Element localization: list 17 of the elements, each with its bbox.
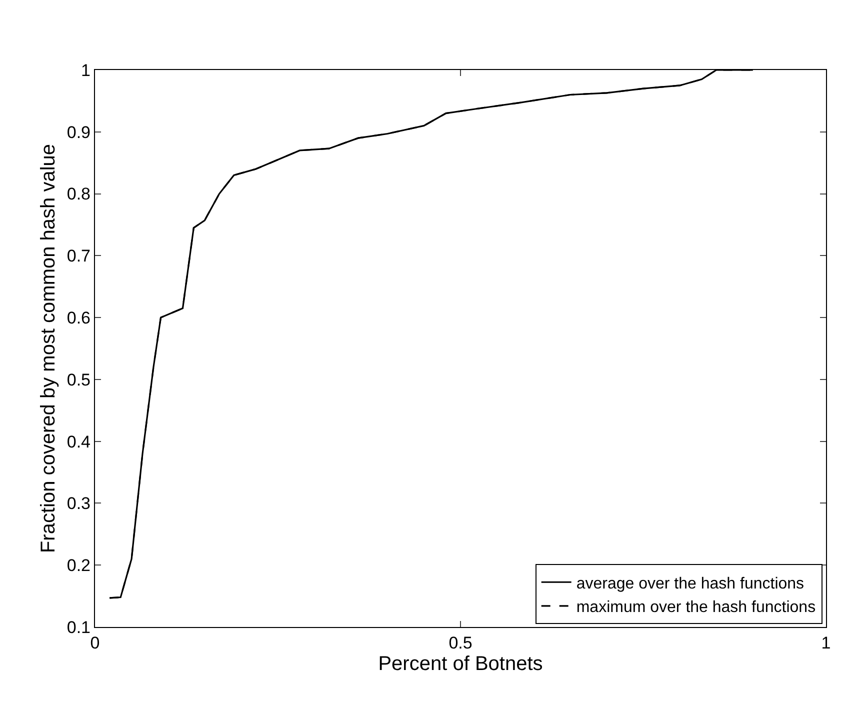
- y-tick-label: 0.7: [66, 246, 90, 266]
- y-tick-label: 0.1: [66, 618, 90, 637]
- x-axis-title: Percent of Botnets: [378, 653, 543, 675]
- legend-label: average over the hash functions: [576, 575, 804, 592]
- y-tick-label: 0.6: [66, 308, 90, 328]
- y-tick-label: 0.5: [66, 370, 90, 390]
- y-tick-label: 0.8: [66, 184, 90, 204]
- y-tick-label: 1: [81, 60, 90, 80]
- x-tick-label: 1: [821, 634, 831, 652]
- y-tick-label: 0.2: [66, 556, 90, 576]
- y-tick-label: 0.9: [66, 122, 90, 142]
- x-tick-label: 0.5: [448, 634, 472, 652]
- y-tick-label: 0.3: [66, 494, 90, 514]
- x-tick-label: 0: [90, 634, 100, 652]
- legend-label: maximum over the hash functions: [576, 599, 816, 616]
- y-tick-label: 0.4: [66, 432, 90, 452]
- y-axis-title: Fraction covered by most common hash value: [37, 144, 60, 554]
